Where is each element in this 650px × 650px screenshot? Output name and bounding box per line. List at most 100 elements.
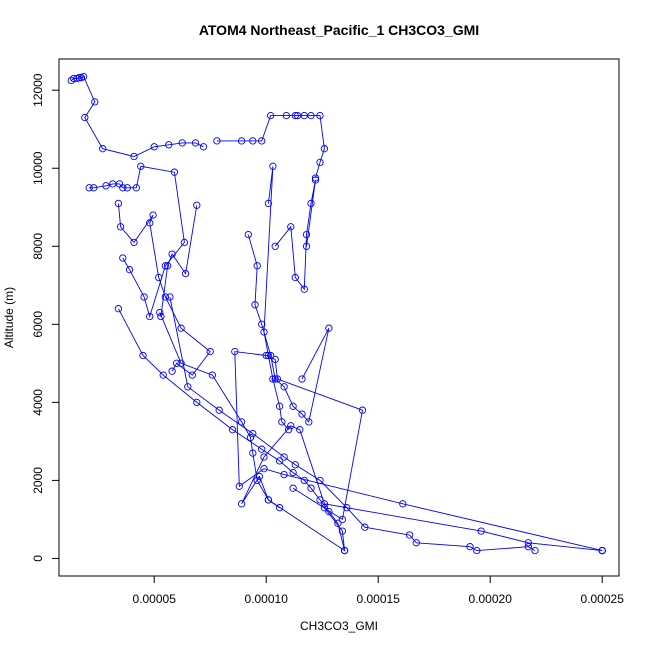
series-line	[263, 166, 289, 430]
series-6	[244, 230, 333, 426]
data-point	[123, 184, 131, 192]
data-point	[213, 137, 221, 145]
data-point	[338, 527, 347, 535]
data-point	[161, 262, 170, 270]
data-point	[199, 143, 208, 151]
data-point	[168, 367, 176, 375]
data-point	[181, 269, 190, 278]
series-3	[85, 162, 189, 321]
data-point	[477, 527, 485, 535]
data-point	[140, 293, 148, 301]
data-point	[90, 184, 98, 192]
data-point	[271, 355, 279, 364]
series-4	[114, 199, 214, 379]
data-point	[146, 219, 154, 227]
data-point	[156, 308, 164, 317]
data-point	[280, 470, 288, 479]
series-7	[260, 162, 293, 434]
data-point	[249, 137, 257, 145]
data-point	[168, 250, 176, 258]
data-point	[282, 111, 291, 120]
data-point	[316, 158, 324, 167]
data-point	[289, 468, 297, 477]
data-point	[358, 406, 367, 414]
data-point	[291, 111, 299, 120]
data-point	[85, 184, 93, 192]
data-point	[163, 262, 172, 270]
data-point	[170, 168, 179, 176]
data-point	[119, 184, 127, 192]
data-point	[273, 375, 282, 383]
y-tick-label: 2000	[31, 467, 45, 494]
series-1	[67, 72, 208, 161]
data-point	[307, 199, 315, 208]
data-point	[302, 230, 311, 239]
data-point	[280, 453, 288, 461]
data-point	[206, 347, 214, 356]
data-point	[412, 539, 420, 547]
data-point	[275, 504, 284, 512]
data-point	[320, 504, 329, 512]
data-point	[157, 312, 165, 321]
data-point	[146, 312, 154, 321]
series-line	[71, 75, 204, 157]
data-point	[130, 238, 138, 247]
data-point	[264, 496, 273, 504]
data-point	[466, 543, 474, 551]
data-point	[161, 293, 170, 301]
data-point	[155, 273, 163, 282]
data-point	[114, 305, 123, 313]
series-line	[247, 234, 330, 423]
data-point	[91, 98, 99, 106]
x-axis: 0.00005 0.00010 0.00015 0.00020 0.00025	[133, 575, 625, 606]
data-point	[340, 546, 349, 555]
data-point	[267, 351, 275, 360]
data-point	[325, 324, 333, 332]
data-point	[343, 504, 351, 512]
data-point	[399, 500, 407, 508]
data-point	[255, 472, 264, 481]
data-point	[208, 371, 217, 379]
data-point	[258, 137, 266, 145]
series-layer	[67, 72, 606, 555]
data-point	[260, 465, 268, 473]
data-point	[269, 375, 277, 383]
series-line	[274, 179, 316, 291]
data-point	[251, 301, 259, 309]
data-point	[244, 230, 252, 239]
data-point	[215, 406, 223, 414]
data-point	[361, 523, 369, 531]
data-point	[275, 402, 284, 410]
data-point	[237, 137, 246, 145]
data-point	[188, 371, 196, 379]
data-point	[269, 162, 277, 170]
data-point	[262, 351, 270, 360]
data-point	[149, 211, 157, 219]
data-point	[184, 383, 192, 391]
data-point	[166, 293, 174, 301]
data-point	[524, 543, 532, 551]
data-point	[334, 519, 342, 527]
series-12	[237, 422, 606, 555]
series-2	[213, 111, 329, 182]
data-point	[114, 199, 123, 208]
x-tick-label: 0.00025	[581, 592, 625, 606]
data-point	[193, 398, 201, 407]
data-point	[81, 113, 89, 122]
chart-title: ATOM4 Northeast_Pacific_1 CH3CO3_GMI	[199, 22, 479, 38]
data-point	[300, 285, 308, 293]
data-point	[177, 324, 185, 332]
series-line	[234, 351, 603, 552]
data-point	[253, 262, 261, 270]
data-point	[278, 418, 286, 426]
data-point	[231, 347, 239, 356]
data-point	[165, 141, 173, 149]
data-point	[267, 111, 275, 120]
data-point	[260, 328, 268, 336]
x-tick-label: 0.00020	[469, 592, 513, 606]
data-point	[172, 359, 181, 367]
series-8	[271, 176, 320, 293]
y-tick-label: 8000	[31, 233, 45, 260]
